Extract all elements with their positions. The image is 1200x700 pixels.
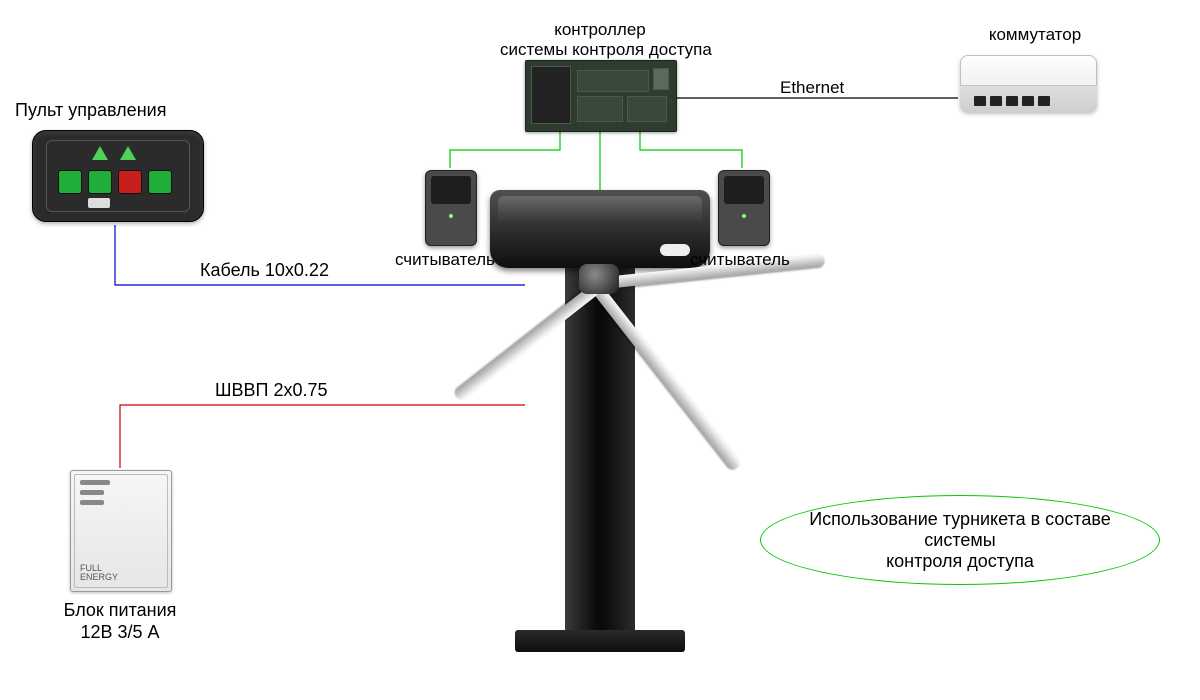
- controller-label-1: контроллер: [500, 20, 700, 40]
- cable2-label: ШВВП 2x0.75: [215, 380, 328, 401]
- turnstile-device: [565, 200, 635, 660]
- switch-label: коммутатор: [955, 25, 1115, 45]
- psu-device: FULLENERGY: [70, 470, 172, 592]
- reader-left-label: считыватель: [395, 250, 495, 270]
- cable1-label: Кабель 10x0.22: [200, 260, 329, 281]
- psu-label-2: 12В 3/5 A: [40, 622, 200, 643]
- controller-label-2: системы контроля доступа: [500, 40, 700, 60]
- access-controller-device: [525, 60, 677, 132]
- reader-right-label: считыватель: [690, 250, 790, 270]
- caption-callout: Использование турникета в составе систем…: [760, 495, 1160, 585]
- wire-ctrl-to-readerL: [450, 132, 560, 168]
- switch-device: [960, 55, 1097, 112]
- control-panel-label: Пульт управления: [15, 100, 166, 121]
- control-panel-device: [32, 130, 204, 222]
- caption-line-2: контроля доступа: [886, 551, 1034, 571]
- psu-label-1: Блок питания: [40, 600, 200, 621]
- ethernet-label: Ethernet: [780, 78, 844, 98]
- reader-right-device: [718, 170, 770, 246]
- wire-psu-to-turnstile: [120, 405, 525, 468]
- reader-left-device: [425, 170, 477, 246]
- wire-ctrl-to-readerR: [640, 132, 742, 168]
- caption-line-1: Использование турникета в составе систем…: [809, 509, 1111, 550]
